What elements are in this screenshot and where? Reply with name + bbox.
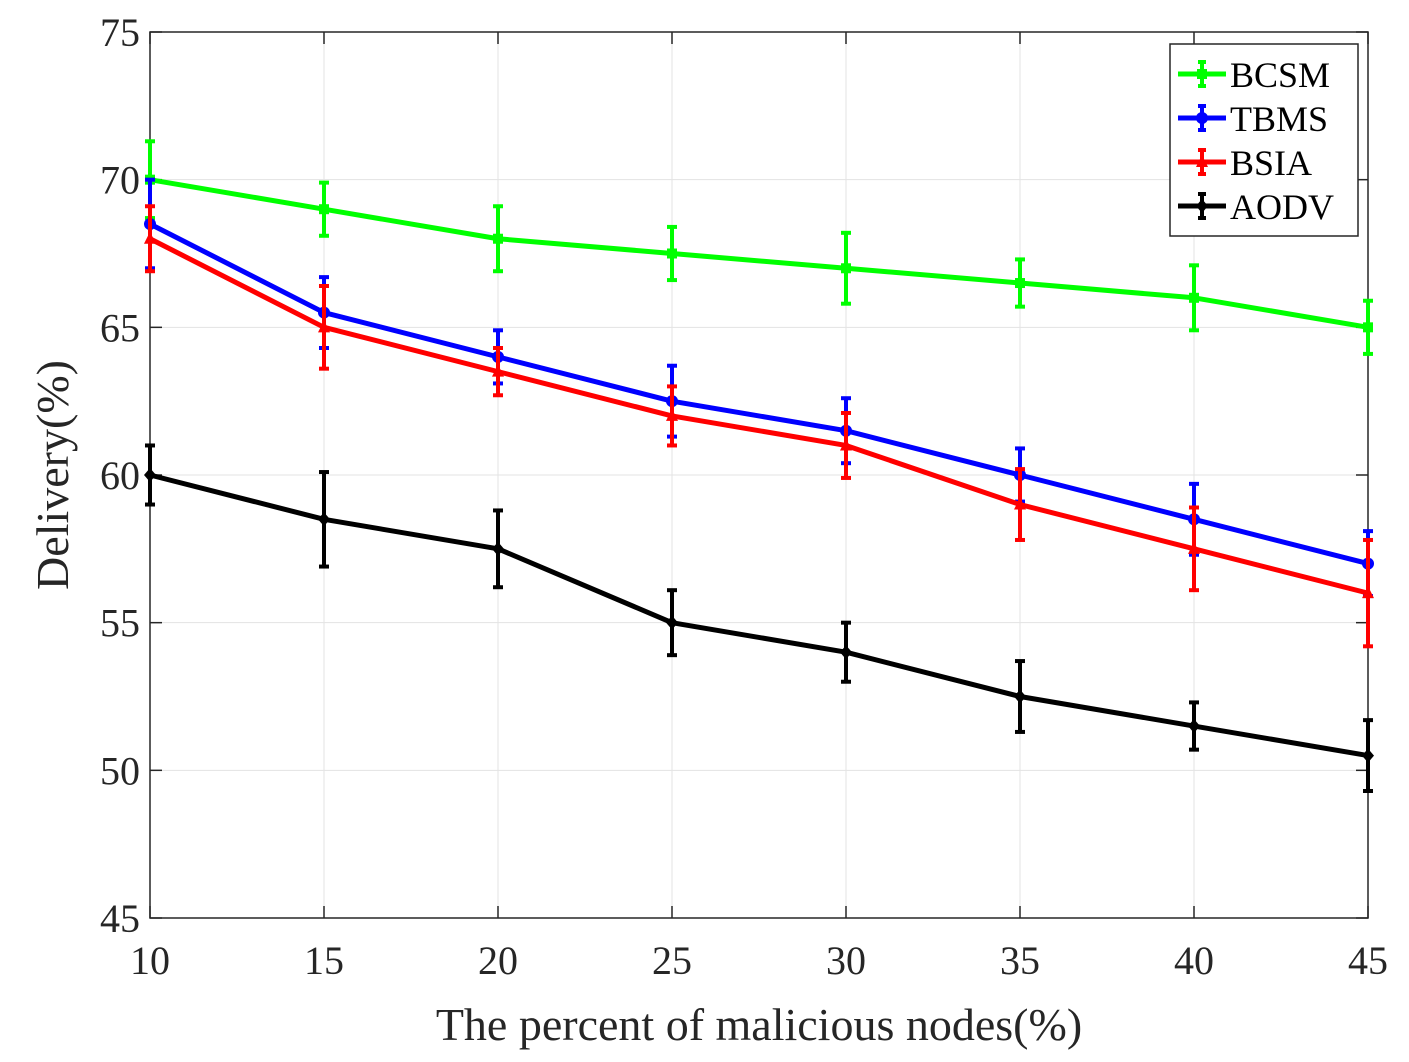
data-point-bsia: [1014, 497, 1026, 510]
y-tick-label: 75: [100, 10, 140, 55]
data-point-bcsm: [493, 233, 503, 244]
legend-marker-bsia: [1196, 155, 1208, 167]
data-point-bsia: [840, 438, 852, 451]
axis-ticks: 10 15 20 25 30 35 40 45 45 50 55 60 65 70 75: [100, 10, 1388, 983]
x-tick-label: 45: [1348, 938, 1388, 983]
y-tick-label: 55: [100, 601, 140, 646]
data-point-bcsm: [1363, 322, 1373, 333]
data-point-bcsm: [667, 248, 677, 259]
data-point-bsia: [144, 231, 156, 244]
data-point-bsia: [492, 364, 504, 377]
series-bcsm: [145, 139, 1373, 356]
data-point-aodv: [492, 541, 504, 556]
legend-marker-aodv: [1196, 199, 1208, 213]
data-point-bsia: [1188, 541, 1200, 554]
legend-label-bcsm: BCSM: [1230, 55, 1330, 95]
x-tick-label: 30: [826, 938, 866, 983]
data-point-bsia: [1362, 586, 1374, 599]
series-line-aodv: [149, 472, 1369, 759]
y-tick-label: 45: [100, 896, 140, 941]
series-line-bsia: [148, 236, 1369, 596]
data-point-bcsm: [841, 263, 851, 274]
x-tick-label: 40: [1174, 938, 1214, 983]
x-tick-label: 20: [478, 938, 518, 983]
data-point-aodv: [318, 512, 330, 527]
legend-label-tbms: TBMS: [1230, 99, 1328, 139]
y-tick-label: 65: [100, 305, 140, 350]
series-bsia: [144, 204, 1374, 649]
data-point-aodv: [1014, 689, 1026, 704]
x-tick-label: 15: [304, 938, 344, 983]
legend-marker-bcsm: [1197, 69, 1207, 79]
data-point-aodv: [840, 645, 852, 660]
x-axis-title: The percent of malicious nodes(%): [436, 999, 1082, 1050]
data-point-aodv: [1362, 748, 1374, 763]
series-line-bcsm: [149, 177, 1369, 330]
y-tick-label: 70: [100, 158, 140, 203]
x-tick-label: 25: [652, 938, 692, 983]
y-tick-label: 60: [100, 453, 140, 498]
data-point-aodv: [144, 468, 156, 482]
x-tick-label: 35: [1000, 938, 1040, 983]
data-point-bcsm: [1015, 278, 1025, 289]
legend-marker-tbms: [1196, 112, 1208, 124]
series-aodv: [144, 443, 1374, 794]
x-tick-label: 10: [130, 938, 170, 983]
data-point-aodv: [1188, 719, 1200, 734]
series-line-tbms: [148, 221, 1369, 567]
series-layer: [144, 139, 1374, 794]
data-point-bcsm: [319, 204, 329, 215]
y-tick-label: 50: [100, 748, 140, 793]
data-point-bsia: [666, 408, 678, 421]
legend-label-aodv: AODV: [1230, 187, 1334, 227]
y-axis-title: Delivery(%): [27, 360, 78, 590]
legend-label-bsia: BSIA: [1230, 143, 1312, 183]
data-point-aodv: [666, 615, 678, 630]
data-point-bsia: [318, 320, 330, 333]
data-point-bcsm: [1189, 292, 1199, 303]
